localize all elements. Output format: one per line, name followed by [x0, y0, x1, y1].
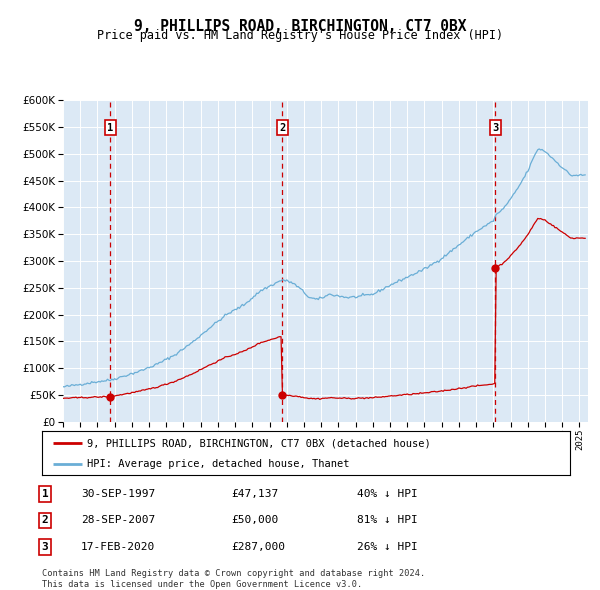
Text: 2: 2 — [279, 123, 286, 133]
Text: HPI: Average price, detached house, Thanet: HPI: Average price, detached house, Than… — [87, 459, 349, 469]
Text: 3: 3 — [492, 123, 499, 133]
Text: 17-FEB-2020: 17-FEB-2020 — [81, 542, 155, 552]
Text: 9, PHILLIPS ROAD, BIRCHINGTON, CT7 0BX (detached house): 9, PHILLIPS ROAD, BIRCHINGTON, CT7 0BX (… — [87, 438, 431, 448]
Text: 1: 1 — [107, 123, 113, 133]
Text: £287,000: £287,000 — [231, 542, 285, 552]
Text: £50,000: £50,000 — [231, 516, 278, 525]
Text: Price paid vs. HM Land Registry's House Price Index (HPI): Price paid vs. HM Land Registry's House … — [97, 30, 503, 42]
Text: 1: 1 — [41, 489, 49, 499]
Text: 30-SEP-1997: 30-SEP-1997 — [81, 489, 155, 499]
Text: 2: 2 — [41, 516, 49, 525]
Text: Contains HM Land Registry data © Crown copyright and database right 2024.
This d: Contains HM Land Registry data © Crown c… — [42, 569, 425, 589]
Text: 28-SEP-2007: 28-SEP-2007 — [81, 516, 155, 525]
Text: 3: 3 — [41, 542, 49, 552]
Text: 81% ↓ HPI: 81% ↓ HPI — [357, 516, 418, 525]
Text: 40% ↓ HPI: 40% ↓ HPI — [357, 489, 418, 499]
Text: £47,137: £47,137 — [231, 489, 278, 499]
Text: 26% ↓ HPI: 26% ↓ HPI — [357, 542, 418, 552]
Text: 9, PHILLIPS ROAD, BIRCHINGTON, CT7 0BX: 9, PHILLIPS ROAD, BIRCHINGTON, CT7 0BX — [134, 19, 466, 34]
